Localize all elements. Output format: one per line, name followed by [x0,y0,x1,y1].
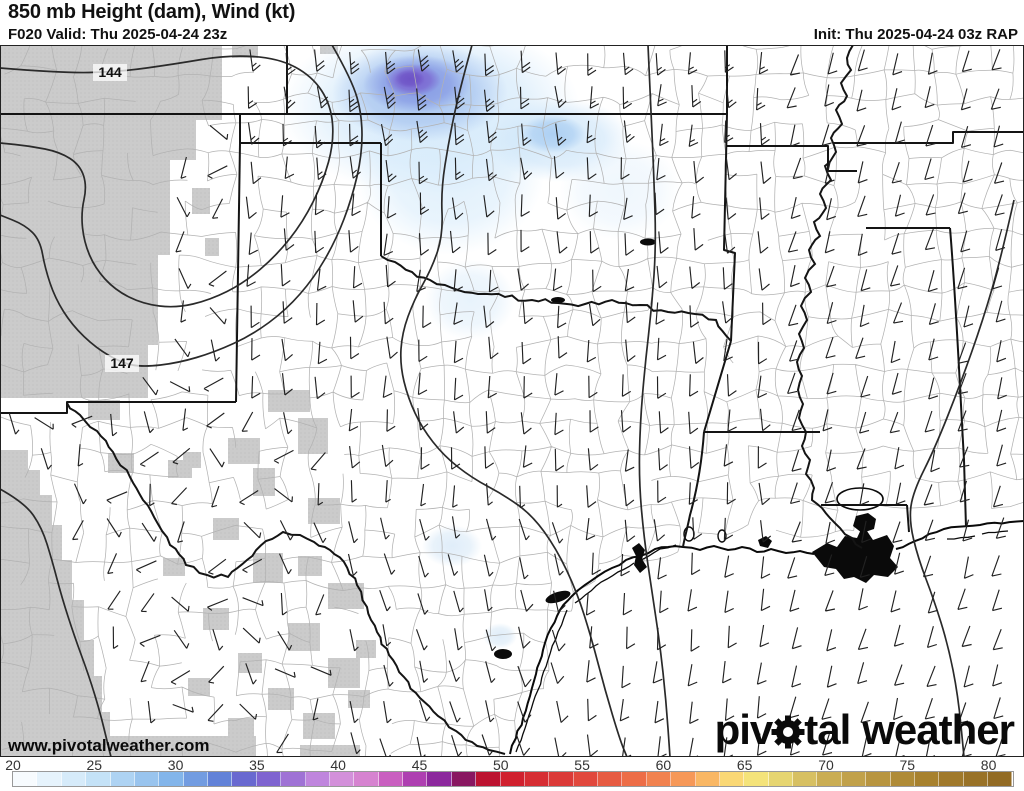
colorbar-tick-label: 50 [493,757,509,773]
colorbar-cell [890,772,915,786]
colorbar-cell [817,772,842,786]
colorbar-cell [305,772,330,786]
colorbar-cell [695,772,720,786]
colorbar-labels: 20 25 30 35 40 45 50 55 60 65 70 75 80 [0,757,1024,773]
colorbar-cell [476,772,501,786]
logo-text-weather: weather [862,706,1015,753]
map-title: 850 mb Height (dam), Wind (kt) [8,1,296,23]
colorbar-cell [183,772,208,786]
colorbar-cell [841,772,867,786]
colorbar-cells [12,771,1014,787]
colorbar-cell [744,772,769,786]
colorbar-cell [719,772,745,786]
colorbar-cell [281,772,306,786]
colorbar-cell [939,772,964,786]
watermark: www.pivotalweather.com [8,736,210,755]
header: 850 mb Height (dam), Wind (kt) F020 Vali… [0,0,1024,45]
colorbar-cell [768,772,793,786]
colorbar-cell [963,772,988,786]
colorbar-tick-label: 20 [5,757,21,773]
colorbar-tick-label: 30 [167,757,184,773]
colorbar-tick-label: 55 [574,757,590,773]
gear-icon [771,715,805,749]
colorbar-cell [378,772,403,786]
colorbar-cell [598,772,623,786]
wind-speed-colorbar: 20 25 30 35 40 45 50 55 60 65 70 75 80 [0,757,1024,791]
colorbar-tick-label: 65 [736,757,753,773]
colorbar-cell [524,772,550,786]
state-borders [0,45,1024,755]
colorbar-cell [61,772,87,786]
colorbar-tick-label: 60 [655,757,672,773]
colorbar-cell [110,772,135,786]
colorbar-cell [646,772,672,786]
colorbar-cell [256,772,282,786]
map-graphic: 144 147 [0,45,1024,757]
colorbar-tick-label: 25 [86,757,103,773]
colorbar-cell [159,772,184,786]
colorbar-cell [622,772,647,786]
colorbar-cell [793,772,818,786]
colorbar-cell [427,772,452,786]
contour-label-halo [105,355,139,372]
colorbar-tick-label: 75 [899,757,916,773]
colorbar-tick-label: 35 [249,757,265,773]
logo-text-tal: tal [804,706,851,753]
colorbar-tick-label: 80 [980,757,997,773]
colorbar-cell [86,772,111,786]
colorbar-cell [329,772,355,786]
height-contours: 144 147 [0,45,1015,757]
colorbar-cell [500,772,525,786]
terrain-mask [0,45,376,757]
wind-speed-shading [280,45,680,649]
colorbar-cell [573,772,598,786]
colorbar-cell [549,772,574,786]
colorbar-cell [403,772,428,786]
colorbar-tick-label: 40 [330,757,346,773]
contour-label: 144 [98,64,122,80]
contour-label: 147 [110,355,134,371]
colorbar-cell [988,772,1013,786]
colorbar-cell [232,772,257,786]
colorbar-cell [37,772,62,786]
colorbar-cell [208,772,233,786]
colorbar-cell [866,772,891,786]
colorbar-cell [671,772,696,786]
colorbar-tick-label: 70 [818,757,834,773]
logo-text-piv: piv [714,706,774,753]
colorbar-cell [354,772,379,786]
colorbar-tick-label: 45 [411,757,428,773]
wind-barbs [8,49,1007,757]
valid-time-label: F020 Valid: Thu 2025-04-24 23z [8,26,228,43]
map-canvas: 144 147 www.pivotalweather.com piv tal wea… [0,45,1024,757]
pivotalweather-logo: piv tal weather [714,706,1015,753]
colorbar-cell [451,772,477,786]
colorbar-cell [134,772,160,786]
contour-label-halo [93,64,127,81]
colorbar-cell [13,772,38,786]
colorbar-cell [914,772,940,786]
init-time-label: Init: Thu 2025-04-24 03z RAP [813,26,1018,43]
